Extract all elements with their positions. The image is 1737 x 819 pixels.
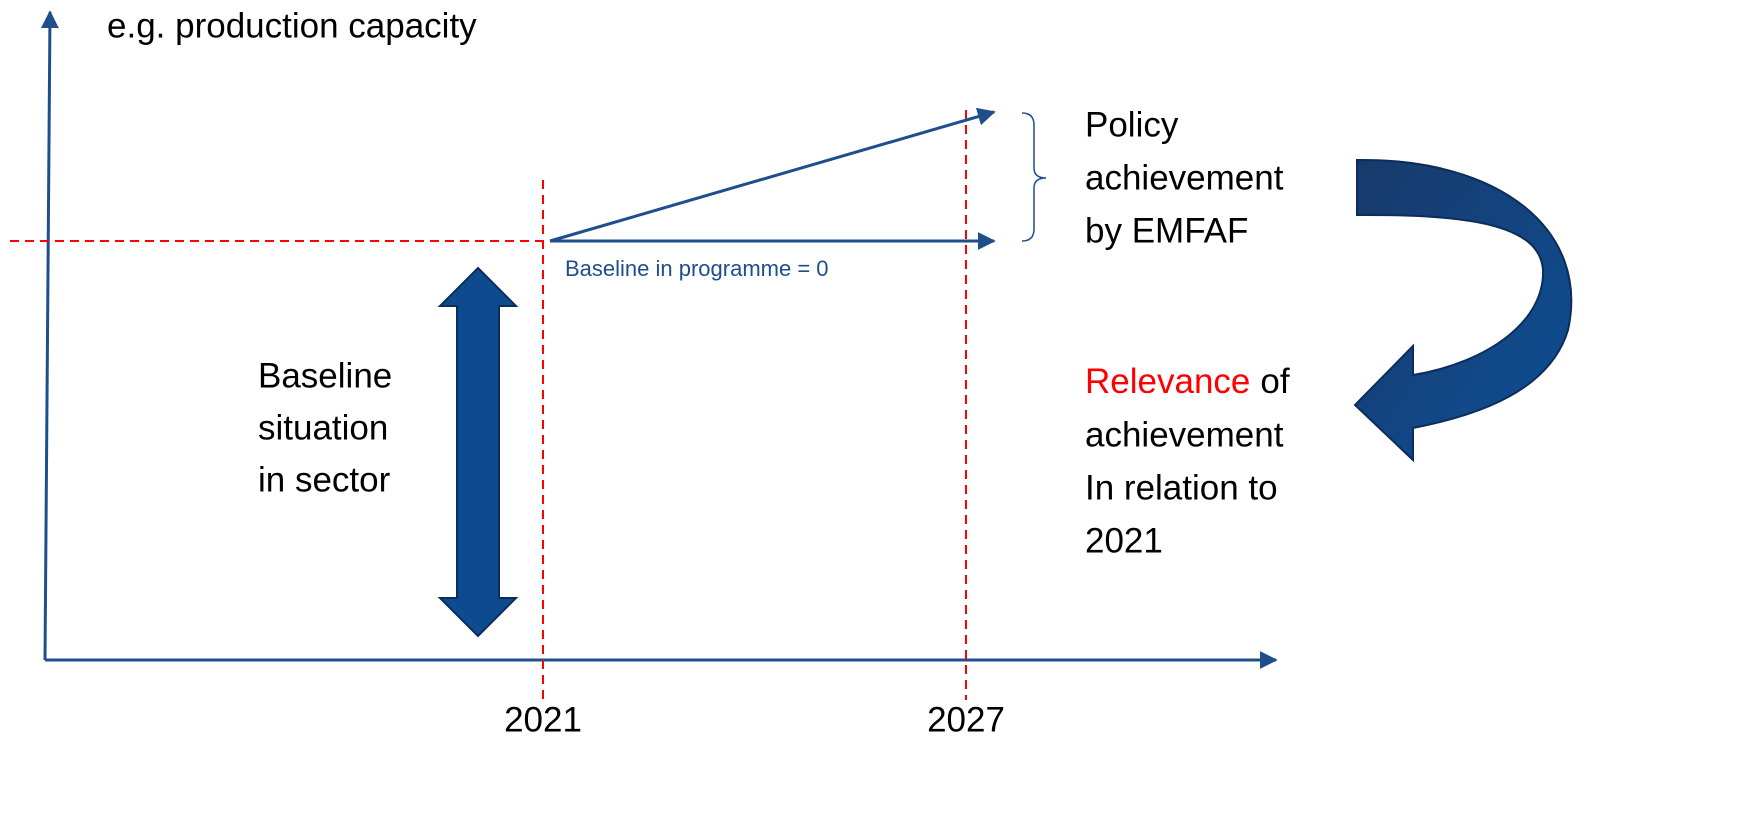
sector-line: situation — [258, 408, 388, 447]
brace — [1021, 112, 1047, 242]
relevance-line: Relevance of — [1085, 362, 1290, 401]
double-arrow — [437, 266, 519, 638]
axis-label: e.g. production capacity — [107, 6, 477, 45]
relevance-rest: of — [1260, 362, 1289, 401]
relevance-highlight: Relevance — [1085, 362, 1250, 401]
baseline-programme: Baseline in programme = 0 — [565, 256, 829, 281]
curved-arrow — [1353, 158, 1573, 463]
policy-line: Policy — [1085, 105, 1179, 144]
relevance-line: In relation to — [1085, 468, 1278, 507]
y-axis — [40, 10, 59, 661]
relevance-line: 2021 — [1085, 521, 1163, 560]
rising-arrow — [549, 107, 996, 243]
sector-line: in sector — [258, 460, 391, 499]
relevance-line: achievement — [1085, 415, 1284, 454]
year-label: 2021 — [504, 700, 582, 739]
policy-line: achievement — [1085, 158, 1284, 197]
year-label: 2027 — [927, 700, 1005, 739]
policy-line: by EMFAF — [1085, 211, 1248, 250]
sector-line: Baseline — [258, 356, 392, 395]
